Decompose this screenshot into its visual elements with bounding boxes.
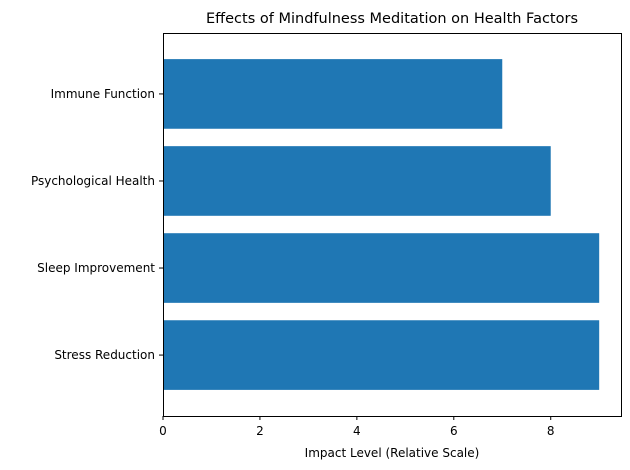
bar-sleep-improvement xyxy=(163,233,600,303)
y-tick-label: Immune Function xyxy=(51,87,155,101)
y-axis-ticks: Stress Reduction Sleep Improvement Psychol… xyxy=(31,87,163,362)
x-tick-label: 6 xyxy=(450,424,458,438)
x-tick-label: 2 xyxy=(256,424,264,438)
y-tick-label: Sleep Improvement xyxy=(37,261,155,275)
chart-title: Effects of Mindfulness Meditation on Hea… xyxy=(206,11,578,27)
x-tick-label: 8 xyxy=(547,424,555,438)
bar-psychological-health xyxy=(163,146,551,216)
bar-stress-reduction xyxy=(163,320,600,390)
x-tick-label: 4 xyxy=(353,424,361,438)
x-axis-ticks: 0 2 4 6 8 xyxy=(159,416,555,438)
bars-group xyxy=(163,59,600,390)
y-tick-label: Stress Reduction xyxy=(54,348,155,362)
x-tick-label: 0 xyxy=(159,424,167,438)
y-tick-label: Psychological Health xyxy=(31,174,155,188)
x-axis-label: Impact Level (Relative Scale) xyxy=(305,446,480,460)
plot-frame xyxy=(163,33,622,417)
bar-immune-function xyxy=(163,59,503,129)
